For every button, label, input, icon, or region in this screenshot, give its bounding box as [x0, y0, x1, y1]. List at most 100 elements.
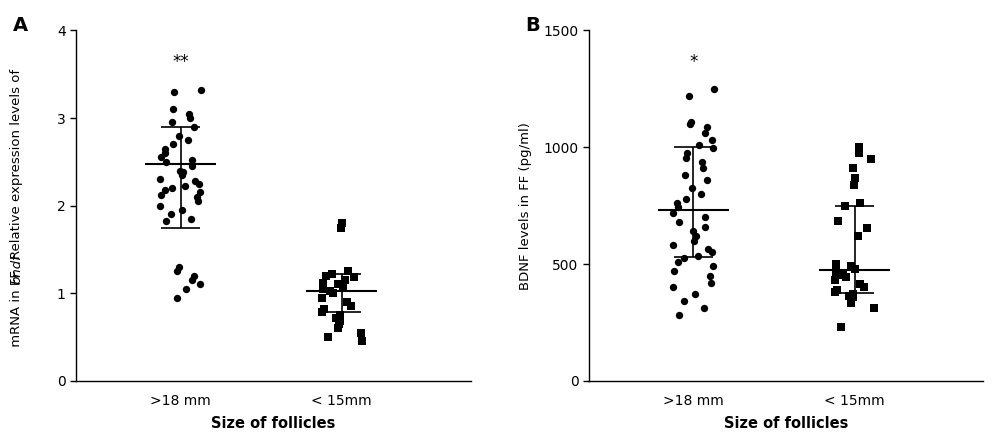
- Point: [340, 268, 356, 275]
- Point: [843, 299, 859, 306]
- Point: [314, 309, 330, 316]
- Point: [334, 220, 350, 227]
- Point: [192, 189, 208, 196]
- Point: [828, 269, 844, 276]
- Point: [845, 165, 861, 172]
- Point: [322, 288, 338, 295]
- Point: [703, 279, 719, 286]
- Point: [353, 329, 369, 336]
- X-axis label: Size of follicles: Size of follicles: [211, 416, 335, 431]
- Point: [677, 172, 693, 179]
- Point: [164, 119, 180, 126]
- Point: [683, 118, 699, 125]
- Point: [169, 294, 185, 301]
- Point: [174, 207, 190, 214]
- Point: [184, 163, 200, 170]
- Point: [315, 279, 331, 286]
- Point: [177, 183, 193, 190]
- Point: [183, 215, 199, 222]
- Point: [704, 249, 720, 256]
- Point: [671, 219, 687, 226]
- Point: [192, 281, 208, 288]
- Point: [704, 137, 720, 144]
- Point: [697, 223, 713, 230]
- Point: [318, 272, 334, 279]
- Point: [665, 284, 681, 291]
- Point: [187, 177, 203, 185]
- Point: [158, 218, 174, 225]
- Point: [688, 233, 704, 240]
- Point: [679, 150, 695, 157]
- Point: [852, 200, 868, 207]
- Point: [697, 129, 713, 137]
- Point: [827, 277, 843, 284]
- Point: [331, 320, 347, 327]
- Point: [166, 88, 182, 95]
- Point: [332, 318, 348, 325]
- Point: [843, 296, 859, 303]
- Point: [670, 203, 686, 211]
- Point: [191, 180, 207, 187]
- Point: [181, 110, 197, 117]
- Point: [337, 276, 353, 284]
- Point: [314, 294, 330, 301]
- Text: Relative expression levels of: Relative expression levels of: [10, 69, 23, 258]
- Point: [696, 305, 712, 312]
- Point: [827, 289, 843, 296]
- Point: [316, 306, 332, 313]
- Point: [328, 314, 344, 321]
- Point: [678, 195, 694, 202]
- Point: [330, 325, 346, 332]
- Point: [686, 237, 702, 244]
- Point: [339, 298, 355, 306]
- Point: [851, 150, 867, 157]
- Point: [847, 174, 863, 181]
- Point: [705, 263, 721, 270]
- Point: [193, 86, 209, 94]
- Point: [846, 181, 862, 188]
- Point: [702, 272, 718, 279]
- Point: [841, 292, 857, 299]
- Point: [863, 155, 879, 163]
- Point: [346, 274, 362, 281]
- Y-axis label: BDNF levels in FF (pg/ml): BDNF levels in FF (pg/ml): [519, 122, 532, 289]
- Point: [866, 305, 882, 312]
- Point: [833, 323, 849, 331]
- Point: [180, 136, 196, 143]
- Point: [164, 185, 180, 192]
- Point: [687, 291, 703, 298]
- Text: A: A: [13, 17, 28, 35]
- Point: [666, 267, 682, 275]
- Point: [682, 121, 698, 128]
- Text: mRNA in FF: mRNA in FF: [10, 270, 23, 351]
- Point: [186, 123, 202, 130]
- Point: [690, 252, 706, 259]
- Point: [851, 144, 867, 151]
- Point: [705, 145, 721, 152]
- Point: [152, 176, 168, 183]
- Point: [850, 233, 866, 240]
- Point: [681, 92, 697, 99]
- Point: [325, 290, 341, 297]
- Point: [691, 141, 707, 148]
- Point: [835, 271, 851, 278]
- Text: bndf: bndf: [10, 254, 23, 284]
- Point: [694, 159, 710, 166]
- Point: [157, 186, 173, 194]
- Point: [837, 202, 853, 209]
- Point: [171, 263, 187, 271]
- Point: [175, 169, 191, 176]
- Point: [172, 167, 188, 174]
- Point: [676, 298, 692, 305]
- Point: [697, 214, 713, 221]
- Point: [693, 190, 709, 198]
- Point: [153, 192, 169, 199]
- Point: [676, 254, 692, 262]
- Point: [190, 198, 206, 205]
- Point: [189, 193, 205, 200]
- Point: [315, 285, 331, 293]
- Point: [157, 150, 173, 157]
- Point: [153, 154, 169, 161]
- Point: [700, 245, 716, 252]
- Point: [165, 141, 181, 148]
